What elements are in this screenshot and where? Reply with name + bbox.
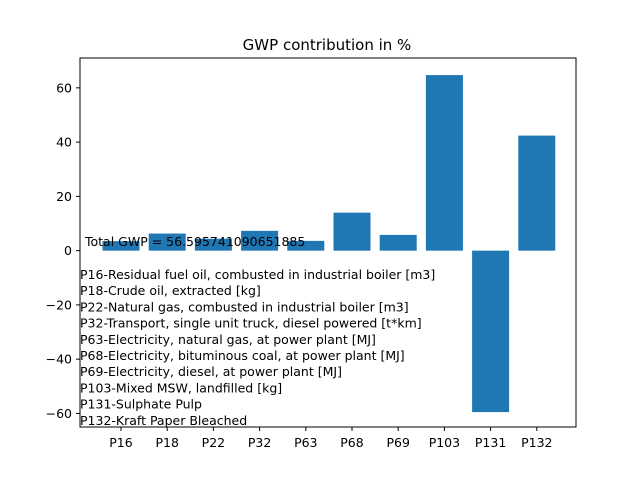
y-tick-label: −40	[46, 352, 72, 367]
annotation-block: Total GWP = 56.595741090651885 P16-Resid…	[80, 234, 435, 428]
process-legend-line: P63-Electricity, natural gas, at power p…	[80, 332, 376, 347]
bar-p68	[333, 212, 371, 251]
x-tick-label: P132	[521, 435, 552, 450]
x-tick-label: P16	[109, 435, 132, 450]
bar-p103	[425, 75, 463, 251]
bar-p131	[472, 250, 510, 413]
bar-p63	[287, 240, 325, 251]
x-axis-ticks: P16 P18 P22 P32 P63 P68 P69 P103 P131 P132	[109, 427, 553, 450]
total-gwp-label: Total GWP = 56.595741090651885	[84, 234, 305, 249]
y-axis-ticks: −60 −40 −20 0 20 40 60	[46, 80, 80, 421]
bars-group	[102, 75, 556, 413]
y-tick-label: −60	[46, 406, 72, 421]
bar-p32	[241, 230, 279, 251]
process-legend-line: P69-Electricity, diesel, at power plant …	[80, 364, 342, 379]
y-tick-label: 40	[56, 135, 72, 150]
y-tick-label: 60	[56, 80, 72, 95]
process-legend-line: P22-Natural gas, combusted in industrial…	[80, 299, 409, 314]
x-tick-label: P68	[340, 435, 363, 450]
process-legend-line: P103-Mixed MSW, landfilled [kg]	[80, 380, 282, 395]
process-legend-line: P16-Residual fuel oil, combusted in indu…	[80, 267, 435, 282]
bar-p69	[379, 234, 417, 251]
plot-frame	[79, 57, 577, 428]
process-legend-line: P131-Sulphate Pulp	[80, 397, 202, 412]
x-tick-label: P22	[202, 435, 225, 450]
bar-p18	[148, 233, 186, 251]
process-legend-line: P18-Crude oil, extracted [kg]	[80, 283, 261, 298]
process-legend-line: P68-Electricity, bituminous coal, at pow…	[80, 348, 405, 363]
bar-p22	[194, 238, 232, 251]
x-tick-label: P18	[155, 435, 178, 450]
chart-title: GWP contribution in %	[243, 36, 412, 54]
x-tick-label: P63	[294, 435, 317, 450]
x-tick-label: P103	[429, 435, 460, 450]
process-legend-line: P132-Kraft Paper Bleached	[80, 413, 247, 428]
bar-p16	[102, 241, 140, 251]
x-tick-label: P32	[248, 435, 271, 450]
y-tick-label: −20	[46, 297, 72, 312]
y-tick-label: 20	[56, 189, 72, 204]
x-tick-label: P69	[386, 435, 409, 450]
x-tick-label: P131	[475, 435, 506, 450]
bar-p132	[518, 135, 556, 251]
process-legend-line: P32-Transport, single unit truck, diesel…	[80, 316, 422, 331]
y-tick-label: 0	[64, 243, 72, 258]
